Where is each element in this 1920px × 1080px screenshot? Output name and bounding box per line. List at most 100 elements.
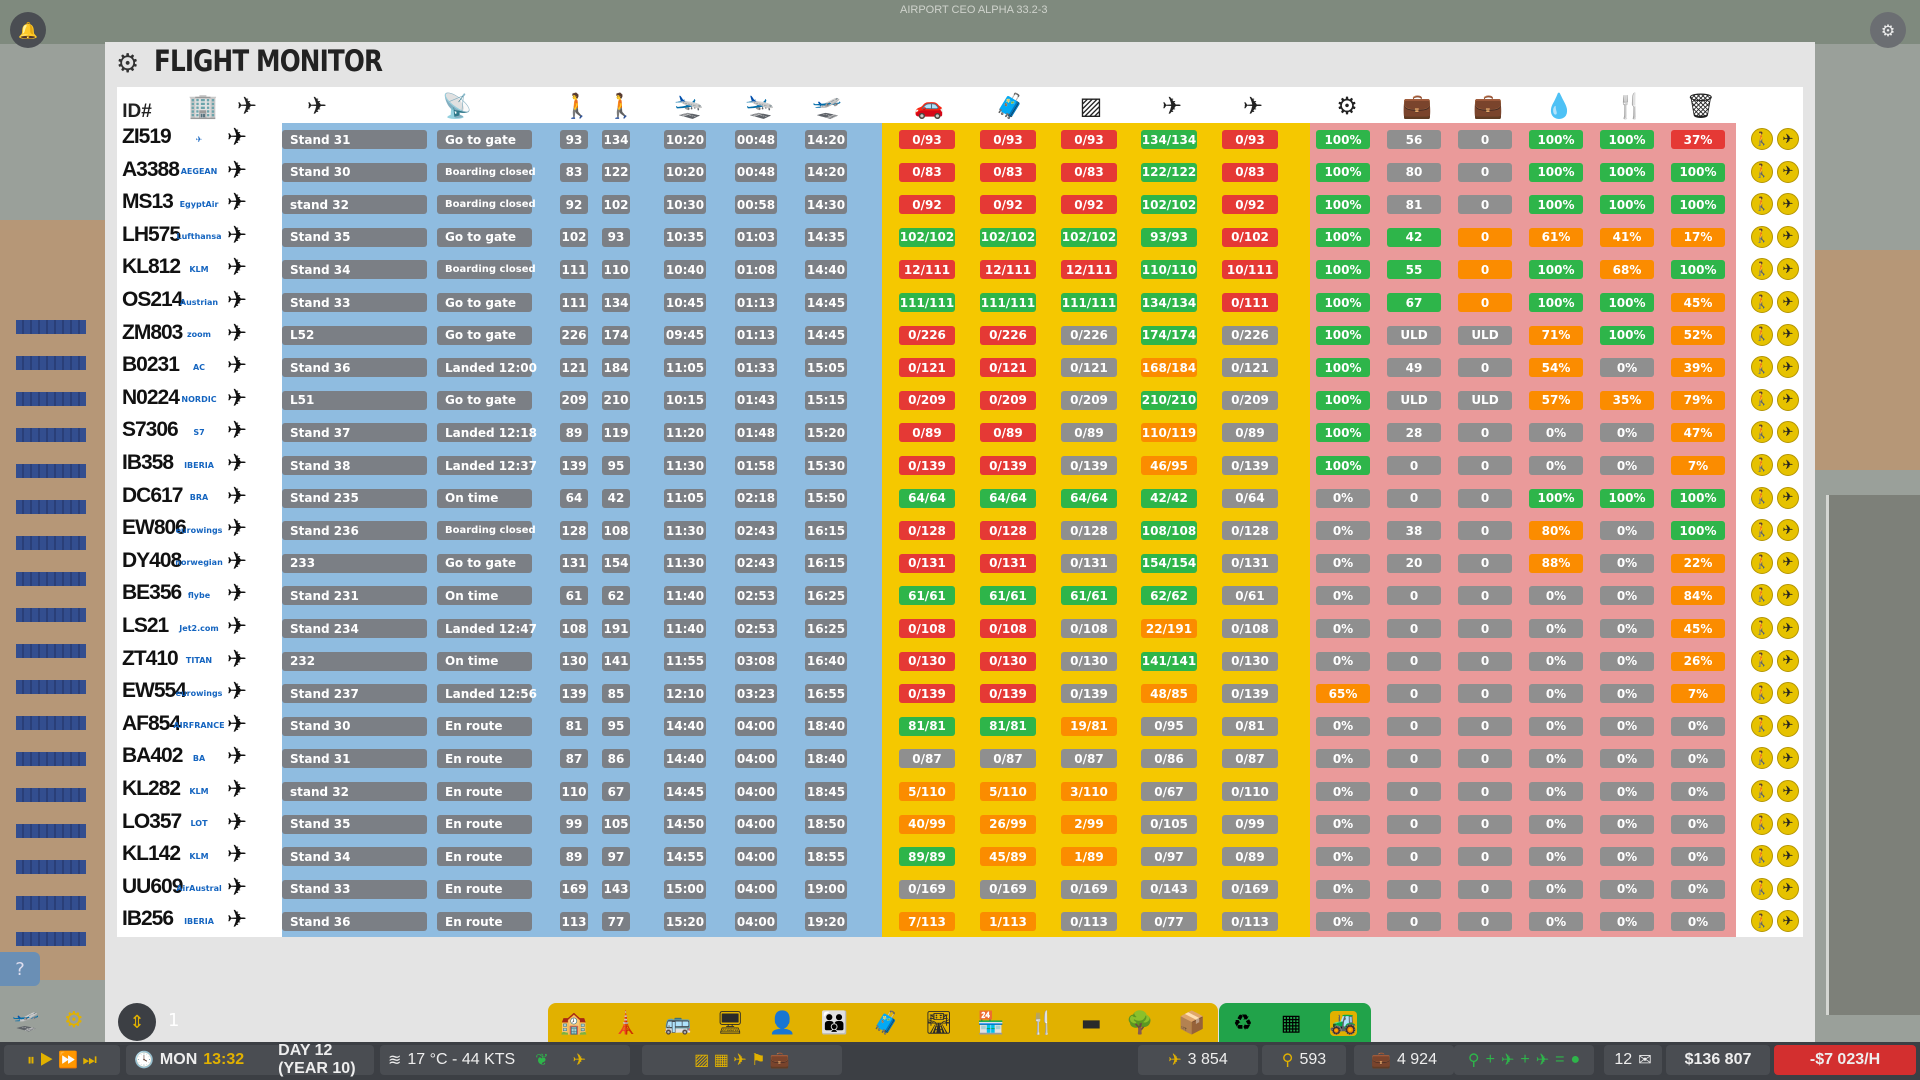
table-row[interactable]: IB256 IBERIA ✈ Stand 36 En route 113 77 15:20 04… [117, 905, 1803, 938]
catering-icon[interactable]: 🍴 [1615, 92, 1645, 120]
aircraft-type-icon[interactable]: ✈ [236, 92, 258, 120]
board-button[interactable]: 🚶 [1751, 421, 1773, 444]
terminal-icon[interactable]: 🏫 [560, 1010, 588, 1036]
table-row[interactable]: MS13 EgyptAir ✈ stand 32 Boarding closed 92 10… [117, 188, 1803, 221]
fuel-icon[interactable]: 💧 [1544, 92, 1574, 120]
board-button[interactable]: 🚶 [1751, 551, 1773, 574]
table-row[interactable]: KL282 KLM ✈ stand 32 En route 110 67 14:45 04:00… [117, 775, 1803, 808]
flight-id[interactable]: OS214 [122, 288, 183, 311]
grid-icon[interactable]: ▦ [1280, 1010, 1302, 1036]
settings-button[interactable]: ⚙ [1870, 12, 1906, 48]
focus-plane-button[interactable]: ✈ [1777, 291, 1799, 313]
board-button[interactable]: 🚶 [1751, 356, 1773, 379]
focus-plane-button[interactable]: ✈ [1777, 193, 1799, 216]
focus-plane-button[interactable]: ✈ [1777, 323, 1799, 346]
board-button[interactable]: 🚶 [1751, 519, 1773, 542]
focus-plane-button[interactable]: ✈ [1777, 519, 1799, 542]
focus-plane-button[interactable]: ✈ [1777, 780, 1799, 802]
board-button[interactable]: 🚶 [1751, 128, 1773, 150]
board-button[interactable]: 🚶 [1751, 812, 1773, 835]
departure-icon[interactable]: 🛫 [812, 92, 842, 120]
passengers-in-icon[interactable]: 🚶 [606, 92, 636, 120]
focus-plane-button[interactable]: ✈ [1777, 421, 1799, 444]
radar-icon[interactable]: 📡 [442, 92, 472, 120]
table-row[interactable]: BA402 BA ✈ Stand 31 En route 87 86 14:40 04:00 18… [117, 742, 1803, 775]
focus-plane-button[interactable]: ✈ [1777, 747, 1799, 770]
focus-plane-button[interactable]: ✈ [1777, 454, 1799, 476]
table-row[interactable]: EW554 eurowings ✈ Stand 237 Landed 12:56 139 8… [117, 677, 1803, 710]
board-button[interactable]: 🚶 [1751, 225, 1773, 248]
board-button[interactable]: 🚶 [1751, 682, 1773, 705]
board-button[interactable]: 🚶 [1751, 291, 1773, 313]
focus-plane-button[interactable]: ✈ [1777, 877, 1799, 900]
security-icon[interactable]: ▨ [1079, 92, 1103, 120]
board-button[interactable]: 🚶 [1751, 584, 1773, 607]
flight-id[interactable]: B0231 [122, 353, 180, 377]
tower-icon[interactable]: 🗼 [612, 1010, 640, 1036]
flight-id[interactable]: MS13 [122, 190, 174, 214]
table-row[interactable]: AF854 AIRFRANCE ✈ Stand 30 En route 81 95 14:40… [117, 710, 1803, 743]
flight-id[interactable]: A3388 [122, 157, 180, 181]
flights-icon[interactable]: 🛫 [12, 1008, 40, 1033]
board-button[interactable]: 🚶 [1751, 617, 1773, 639]
focus-plane-button[interactable]: ✈ [1777, 356, 1799, 379]
focus-plane-button[interactable]: ✈ [1777, 551, 1799, 574]
flight-id[interactable]: IB256 [122, 907, 174, 931]
table-row[interactable]: ZT410 TITAN ✈ 232 On time 130 141 11:55 03:08 16:… [117, 645, 1803, 678]
board-button[interactable]: 🚶 [1751, 747, 1773, 770]
focus-plane-button[interactable]: ✈ [1777, 617, 1799, 639]
flight-id[interactable]: S7306 [122, 418, 179, 442]
focus-plane-button[interactable]: ✈ [1777, 160, 1799, 183]
flight-id[interactable]: LS21 [122, 614, 169, 637]
flight-id[interactable]: ZM803 [122, 320, 183, 344]
flight-id[interactable]: AF854 [122, 711, 181, 735]
flight-id[interactable]: LH575 [122, 222, 181, 246]
checkin-icon[interactable]: 🧳 [995, 92, 1025, 120]
focus-plane-button[interactable]: ✈ [1777, 258, 1799, 281]
flight-id[interactable]: UU609 [122, 874, 183, 898]
flight-id[interactable]: BE356 [122, 581, 182, 605]
staff-icon[interactable]: 👤 [768, 1010, 797, 1036]
flight-id[interactable]: ZT410 [122, 646, 179, 670]
flight-id[interactable]: KL812 [122, 255, 181, 279]
table-row[interactable]: DY408 norwegian ✈ 233 Go to gate 131 154 11:30 0… [117, 547, 1803, 580]
flight-id[interactable]: EW554 [122, 679, 187, 703]
table-row[interactable]: BE356 flybe ✈ Stand 231 On time 61 62 11:40 02:5… [117, 579, 1803, 612]
road-icon[interactable]: 🛣 [924, 1010, 953, 1036]
help-button[interactable]: ? [0, 952, 40, 986]
table-row[interactable]: LO357 LOT ✈ Stand 35 En route 99 105 14:50 04:00… [117, 808, 1803, 841]
board-button[interactable]: 🚶 [1751, 877, 1773, 900]
focus-plane-button[interactable]: ✈ [1777, 128, 1799, 150]
money-display[interactable]: $136 807 [1666, 1045, 1770, 1075]
table-row[interactable]: KL142 KLM ✈ Stand 34 En route 89 97 14:55 04:00 1… [117, 840, 1803, 873]
focus-plane-button[interactable]: ✈ [1777, 225, 1799, 248]
table-row[interactable]: DC617 BRA ✈ Stand 235 On time 64 42 11:05 02:18 1… [117, 482, 1803, 515]
bench-icon[interactable]: ▬ [1080, 1010, 1102, 1036]
flight-id[interactable]: LO357 [122, 809, 182, 833]
table-row[interactable]: ZI519 ✈ ✈ Stand 31 Go to gate 93 134 10:20 00:48… [117, 123, 1803, 156]
table-row[interactable]: LS21 Jet2.com ✈ Stand 234 Landed 12:47 108 191… [117, 612, 1803, 645]
baggage-icon[interactable]: 🧳 [872, 1010, 900, 1036]
shop-icon[interactable]: 🏪 [976, 1010, 1005, 1036]
board-button[interactable]: 🚶 [1751, 780, 1773, 802]
board-button[interactable]: 🚶 [1751, 454, 1773, 476]
bus-icon[interactable]: 🚌 [664, 1010, 692, 1036]
table-row[interactable]: KL812 KLM ✈ Stand 34 Boarding closed 111 110 10… [117, 253, 1803, 286]
flight-id[interactable]: DY408 [122, 548, 182, 572]
turnaround-icon[interactable]: 🛬 [745, 92, 775, 120]
board-button[interactable]: 🚶 [1751, 323, 1773, 346]
table-row[interactable]: N0224 NORDIC ✈ L51 Go to gate 209 210 10:15 01:4… [117, 384, 1803, 417]
focus-plane-button[interactable]: ✈ [1777, 812, 1799, 835]
baggage-out-icon[interactable]: 💼 [1402, 92, 1432, 120]
flight-id[interactable]: DC617 [122, 483, 183, 507]
table-row[interactable]: S7306 S7 ✈ Stand 37 Landed 12:18 89 119 11:20 01… [117, 416, 1803, 449]
table-row[interactable]: ZM803 zoom ✈ L52 Go to gate 226 174 09:45 01:13 1… [117, 319, 1803, 352]
flight-id[interactable]: N0224 [122, 385, 180, 409]
eco-balance-visible[interactable]: ⚲ + ✈ + ✈ = ● [1454, 1045, 1594, 1075]
flight-id[interactable]: IB358 [122, 451, 174, 474]
table-row[interactable]: LH575 Lufthansa ✈ Stand 35 Go to gate 102 93 10… [117, 221, 1803, 254]
car-icon[interactable]: 🚗 [914, 92, 944, 120]
pushback-icon[interactable]: ✈ [1242, 92, 1264, 120]
table-row[interactable]: UU609 AirAustral ✈ Stand 33 En route 169 143 15… [117, 873, 1803, 906]
flight-id[interactable]: BA402 [122, 744, 183, 768]
